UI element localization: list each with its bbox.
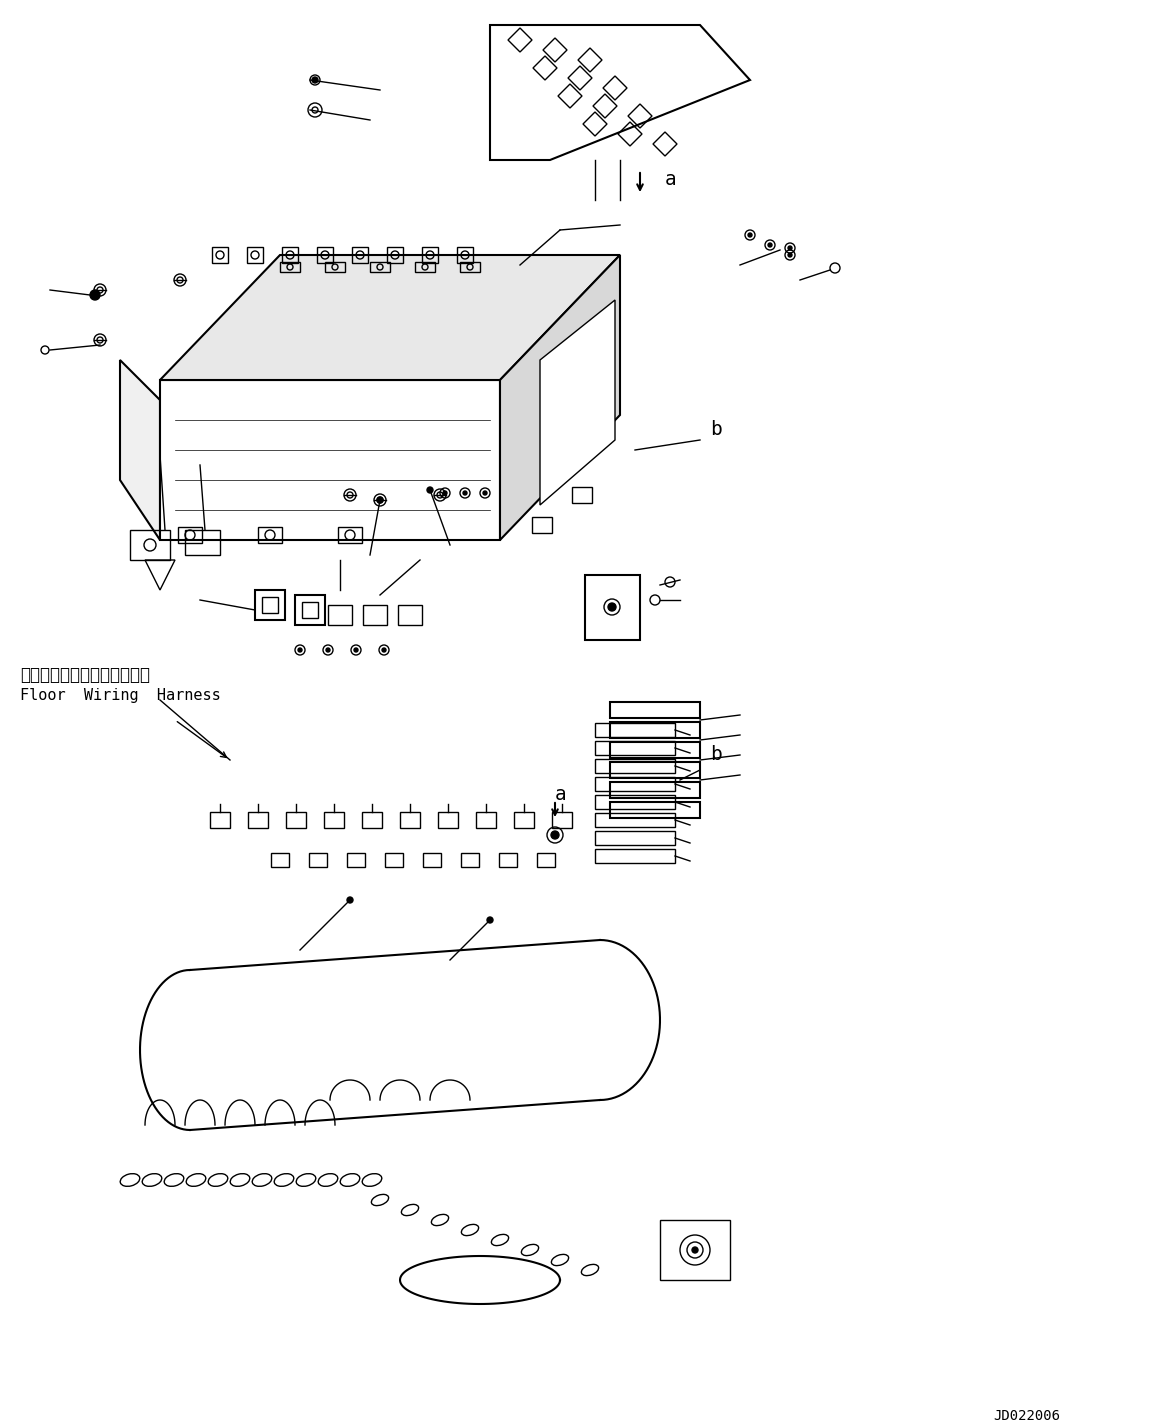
Bar — [370, 261, 390, 271]
Bar — [247, 247, 263, 263]
Polygon shape — [120, 360, 160, 540]
Bar — [595, 795, 675, 810]
Bar — [611, 703, 700, 718]
Bar — [271, 853, 288, 867]
Circle shape — [487, 917, 493, 922]
Circle shape — [326, 648, 330, 653]
Bar — [324, 261, 345, 271]
Bar — [309, 853, 327, 867]
Bar — [258, 527, 281, 543]
Text: JD022006: JD022006 — [993, 1409, 1059, 1422]
Bar — [178, 527, 202, 543]
Bar — [415, 261, 435, 271]
Bar — [595, 813, 675, 827]
Bar — [280, 261, 300, 271]
Circle shape — [768, 243, 772, 247]
Circle shape — [90, 290, 100, 300]
Bar — [595, 760, 675, 773]
Bar — [317, 247, 333, 263]
Bar — [531, 517, 552, 533]
Text: a: a — [665, 170, 677, 188]
Bar — [552, 813, 572, 828]
Bar — [595, 723, 675, 737]
Bar — [476, 813, 495, 828]
Bar — [286, 813, 306, 828]
Circle shape — [381, 648, 386, 653]
Bar — [212, 247, 228, 263]
Bar — [457, 247, 473, 263]
Bar — [398, 605, 422, 625]
Bar — [362, 813, 381, 828]
Circle shape — [347, 897, 354, 902]
Circle shape — [298, 648, 302, 653]
Bar — [611, 803, 700, 818]
Bar — [438, 813, 458, 828]
Circle shape — [692, 1247, 698, 1252]
Circle shape — [427, 487, 433, 493]
Text: b: b — [709, 420, 722, 438]
Bar — [281, 247, 298, 263]
Bar — [302, 603, 317, 618]
Bar — [385, 853, 404, 867]
Text: フロアワイヤリングハーネス: フロアワイヤリングハーネス — [20, 665, 150, 684]
Bar — [514, 813, 534, 828]
Bar — [352, 247, 368, 263]
Circle shape — [312, 77, 317, 83]
Bar — [363, 605, 387, 625]
Bar — [328, 605, 352, 625]
Bar — [387, 247, 404, 263]
Circle shape — [551, 831, 559, 840]
Circle shape — [463, 491, 468, 496]
Bar — [611, 783, 700, 798]
Circle shape — [483, 491, 487, 496]
Bar — [338, 527, 362, 543]
Bar — [461, 853, 479, 867]
Bar — [248, 813, 267, 828]
Bar — [400, 813, 420, 828]
Bar — [423, 853, 441, 867]
Bar — [611, 743, 700, 758]
Circle shape — [789, 253, 792, 257]
Text: b: b — [709, 745, 722, 764]
Bar — [595, 850, 675, 863]
Circle shape — [377, 497, 383, 503]
Bar — [324, 813, 344, 828]
Polygon shape — [160, 380, 500, 540]
Bar — [295, 595, 324, 625]
Bar — [572, 487, 592, 503]
Polygon shape — [500, 256, 620, 540]
Bar — [499, 853, 518, 867]
Bar — [422, 247, 438, 263]
Circle shape — [748, 233, 752, 237]
Bar — [255, 590, 285, 620]
Circle shape — [354, 648, 358, 653]
Bar — [461, 261, 480, 271]
Polygon shape — [540, 300, 615, 506]
Circle shape — [608, 603, 616, 611]
Bar — [595, 831, 675, 845]
Circle shape — [443, 491, 447, 496]
Circle shape — [789, 246, 792, 250]
Bar — [595, 741, 675, 755]
Bar — [611, 763, 700, 778]
Polygon shape — [160, 256, 620, 380]
Bar — [262, 597, 278, 613]
Text: Floor  Wiring  Harness: Floor Wiring Harness — [20, 688, 221, 703]
Bar — [537, 853, 555, 867]
Bar — [595, 777, 675, 791]
Bar — [211, 813, 230, 828]
Bar — [347, 853, 365, 867]
Bar — [611, 723, 700, 738]
Text: a: a — [555, 785, 566, 804]
